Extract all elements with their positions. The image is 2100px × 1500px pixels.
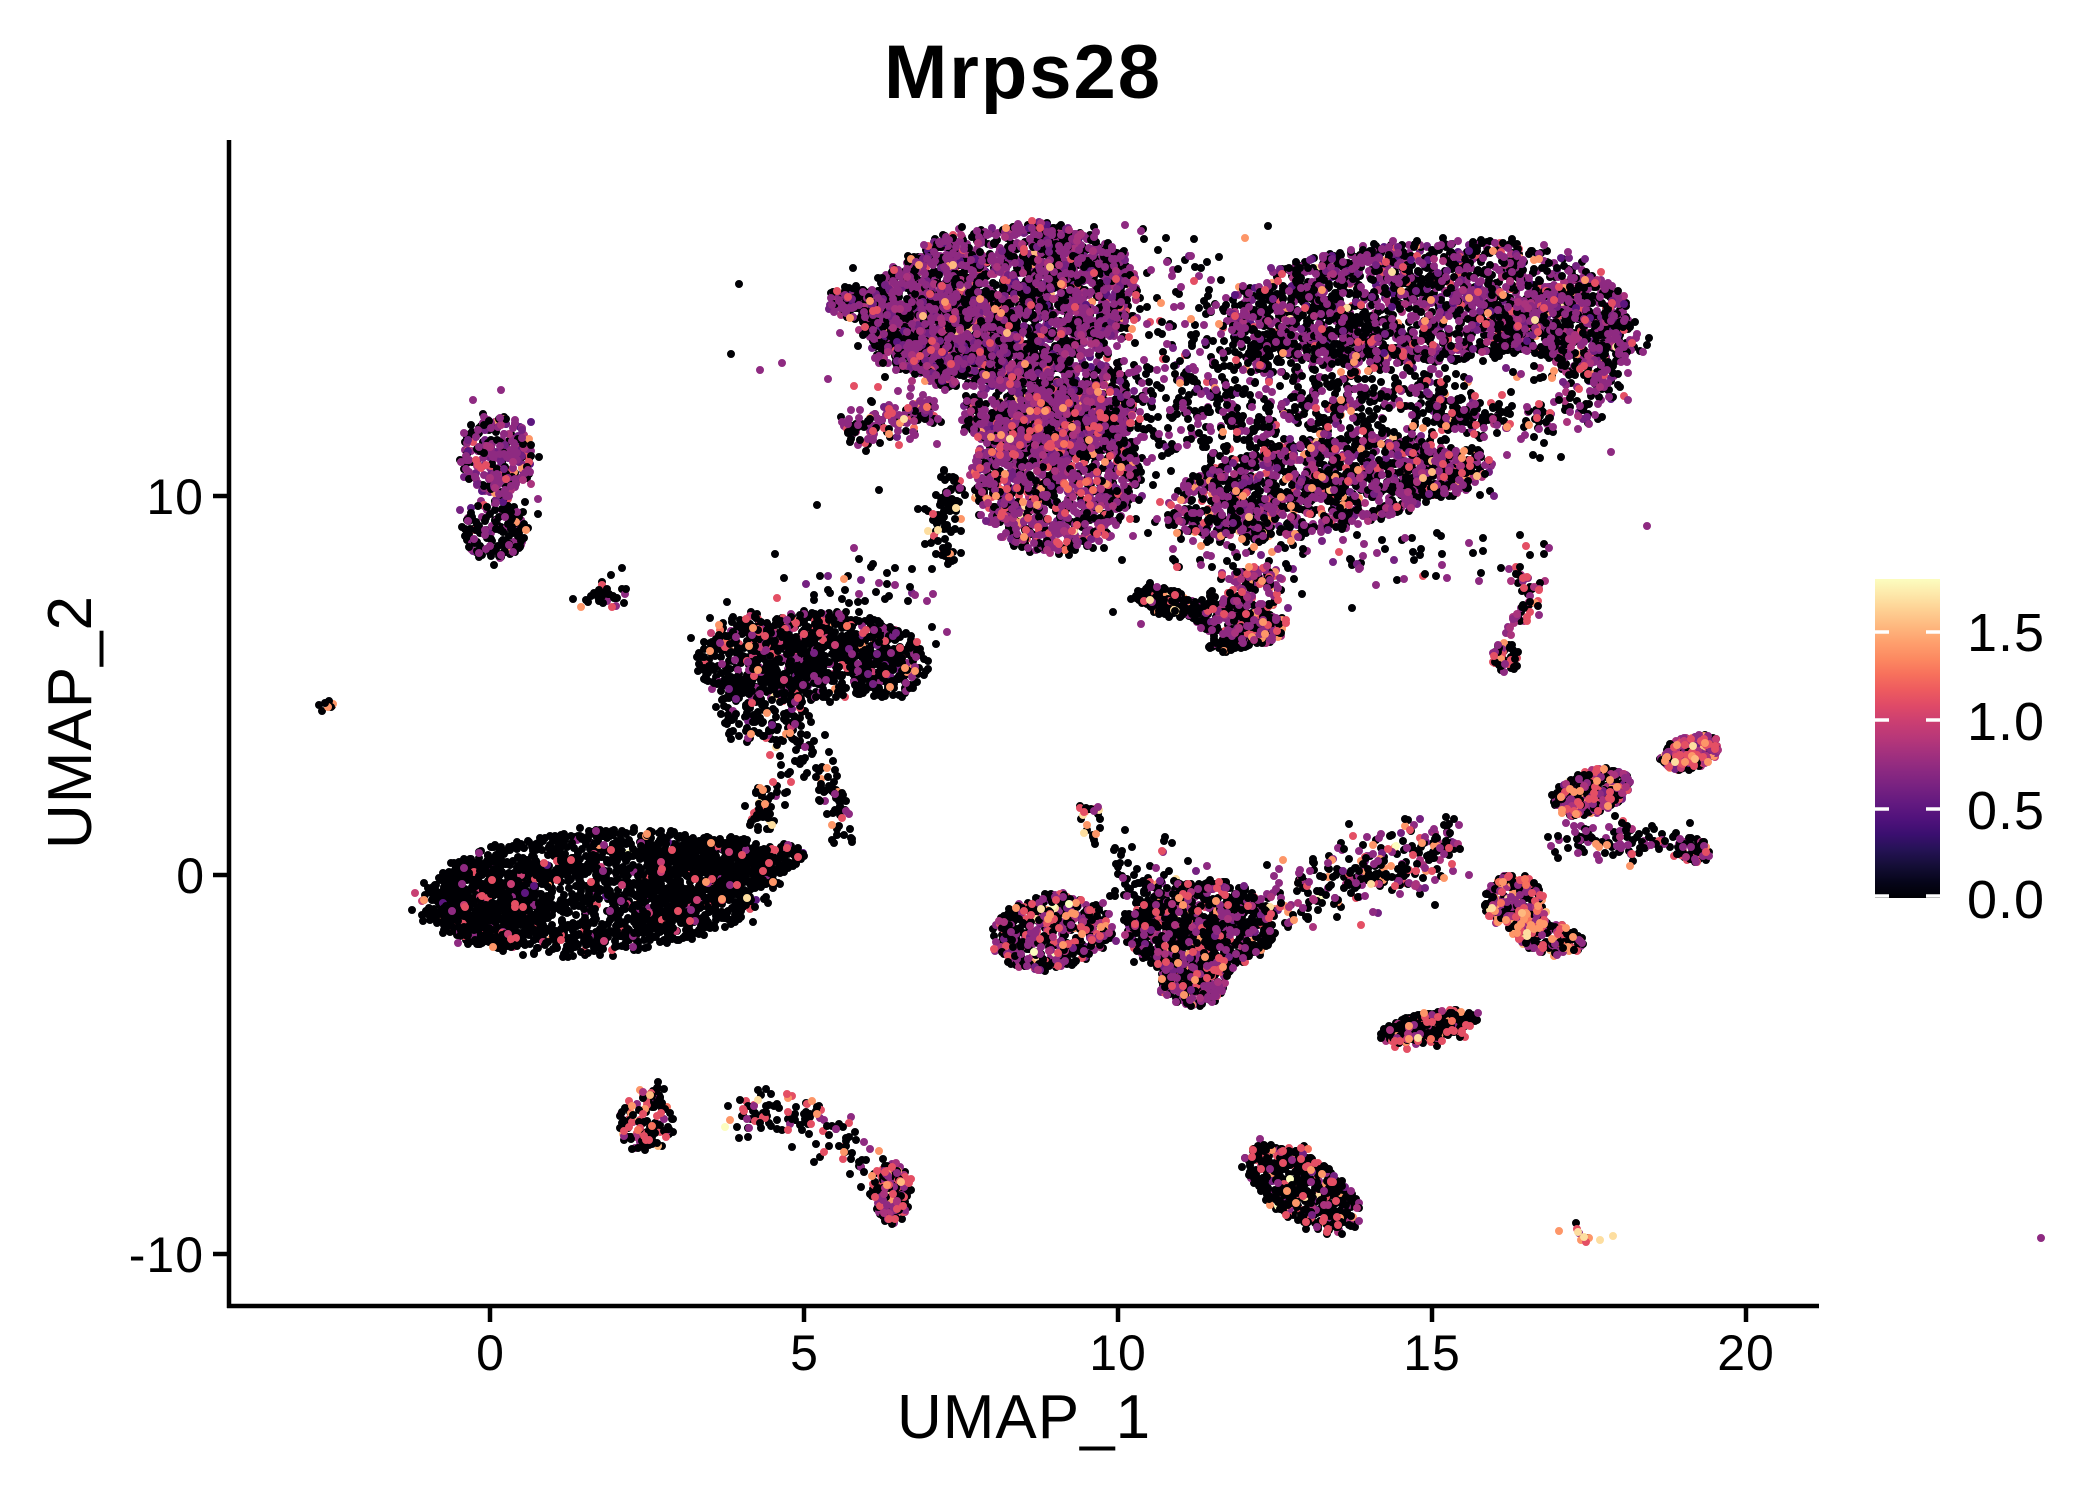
- svg-text:20: 20: [1717, 1325, 1775, 1381]
- svg-text:5: 5: [790, 1325, 818, 1381]
- svg-text:0: 0: [176, 848, 204, 904]
- svg-text:Mrps28: Mrps28: [884, 30, 1162, 115]
- svg-text:1.5: 1.5: [1967, 603, 2045, 663]
- svg-text:UMAP_1: UMAP_1: [897, 1383, 1151, 1452]
- svg-text:10: 10: [1089, 1325, 1147, 1381]
- svg-text:15: 15: [1403, 1325, 1461, 1381]
- svg-text:1.0: 1.0: [1967, 692, 2045, 752]
- svg-text:-10: -10: [129, 1227, 204, 1283]
- svg-text:UMAP_2: UMAP_2: [36, 595, 105, 849]
- svg-text:0.5: 0.5: [1967, 781, 2045, 841]
- svg-text:0: 0: [476, 1325, 504, 1381]
- svg-text:10: 10: [146, 469, 204, 525]
- svg-text:0.0: 0.0: [1967, 870, 2045, 930]
